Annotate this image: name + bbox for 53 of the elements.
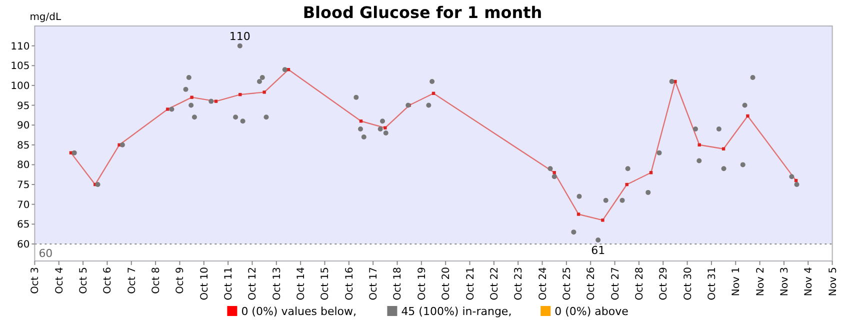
- x-tick-label: Nov 1: [731, 267, 742, 296]
- y-tick-label: 95: [16, 100, 30, 112]
- y-tick-label: 105: [10, 61, 30, 72]
- y-tick-label: 70: [16, 200, 30, 211]
- y-tick-label: 80: [16, 160, 30, 172]
- x-tick-label: Oct 11: [224, 267, 235, 300]
- x-tick-label: Oct 22: [489, 267, 500, 300]
- y-tick-label: 60: [16, 239, 30, 250]
- legend-label: 0 (0%) above: [554, 305, 629, 318]
- annotation: 61: [591, 244, 606, 257]
- x-tick-label: Oct 19: [416, 267, 428, 300]
- x-tick-label: Oct 3: [30, 267, 42, 294]
- x-tick-label: Oct 6: [102, 267, 114, 294]
- x-tick-label: Nov 4: [804, 267, 815, 296]
- x-tick-label: Oct 10: [199, 267, 210, 300]
- x-tick-label: Oct 5: [78, 267, 90, 294]
- x-tick-label: Nov 3: [779, 267, 790, 296]
- x-tick-label: Oct 21: [465, 267, 476, 300]
- x-tick-label: Oct 24: [538, 267, 549, 300]
- x-tick-label: Nov 2: [755, 267, 766, 296]
- x-tick-label: Oct 17: [368, 267, 380, 300]
- x-tick-label: Oct 27: [610, 267, 622, 300]
- x-tick-label: Oct 20: [441, 267, 452, 300]
- x-tick-label: Oct 4: [54, 267, 66, 294]
- legend-label: 0 (0%) values below,: [241, 305, 357, 318]
- x-tick-label: Oct 29: [658, 267, 670, 300]
- x-tick-label: Oct 23: [514, 267, 525, 300]
- x-tick-label: Oct 9: [175, 267, 186, 294]
- x-tick-label: Oct 7: [126, 267, 138, 294]
- x-tick-label: Oct 16: [344, 267, 356, 300]
- x-tick-label: Nov 5: [828, 267, 839, 296]
- x-tick-label: Oct 15: [320, 267, 332, 300]
- y-tick-label: 110: [10, 41, 30, 52]
- y-axis-title: mg/dL: [30, 12, 62, 23]
- y-tick-label: 85: [16, 140, 30, 152]
- x-tick-label: Oct 28: [634, 267, 646, 300]
- annotation: 110: [229, 30, 250, 43]
- y-tick-label: 90: [16, 120, 30, 132]
- x-tick-label: Oct 30: [682, 267, 694, 300]
- x-tick-label: Oct 8: [151, 267, 162, 294]
- x-tick-label: Oct 13: [272, 267, 283, 300]
- x-tick-label: Oct 18: [392, 267, 404, 300]
- x-tick-label: Oct 12: [248, 267, 259, 300]
- x-tick-label: Oct 25: [562, 267, 573, 300]
- y-tick-label: 65: [16, 220, 30, 231]
- y-tick-label: 100: [10, 80, 30, 92]
- x-tick-label: Oct 31: [706, 267, 718, 300]
- chart-title: Blood Glucose for 1 month: [302, 3, 542, 22]
- x-tick-label: Oct 14: [296, 267, 308, 300]
- ref-line-label: 60: [38, 246, 53, 260]
- x-tick-label: Oct 26: [586, 267, 598, 300]
- legend-label: 45 (100%) in-range,: [401, 305, 512, 318]
- y-tick-label: 75: [16, 180, 30, 192]
